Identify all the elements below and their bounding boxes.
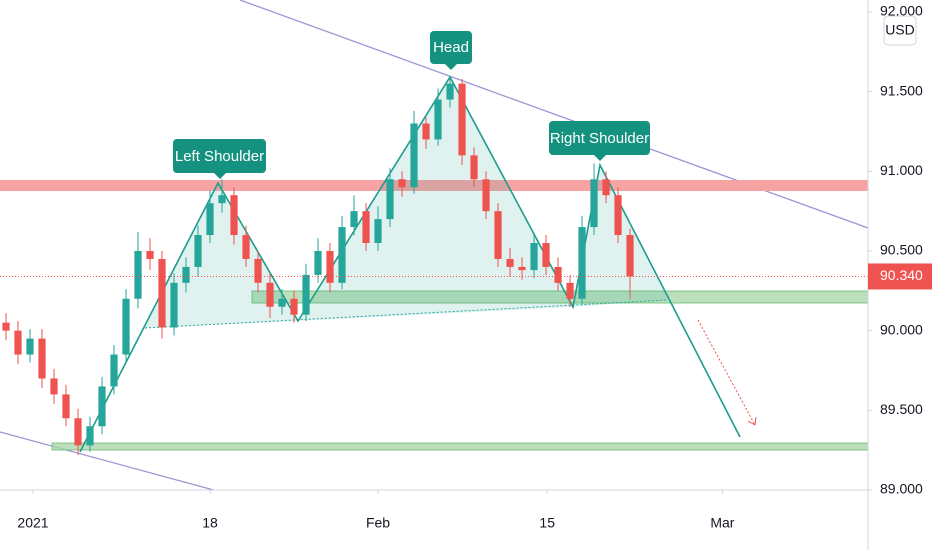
candle-body: [386, 179, 394, 220]
candle-body: [38, 338, 46, 379]
candle-body: [158, 258, 166, 328]
annotation-pointer: [445, 64, 457, 70]
x-tick-label: 15: [539, 515, 555, 531]
candle-body: [98, 386, 106, 427]
candle-body: [26, 338, 34, 355]
candle-body: [62, 394, 70, 419]
candle-body: [302, 274, 310, 315]
annotation-box: [549, 121, 650, 155]
x-tick-label: 18: [202, 515, 218, 531]
candle-body: [74, 418, 82, 446]
candles: [0, 75, 868, 455]
y-tick-label: 92.000: [880, 3, 923, 19]
candle-body: [2, 322, 10, 331]
candle-body: [422, 123, 430, 140]
y-tick-label: 91.000: [880, 162, 923, 178]
resistance-zone: [0, 180, 868, 191]
drawings: [0, 0, 868, 490]
candle-body: [434, 99, 442, 140]
annotation-pointer: [214, 173, 226, 179]
annotation-pointer: [594, 155, 606, 161]
last-price-box: [868, 263, 932, 290]
support-zone: [251, 290, 868, 304]
annotation: Right Shoulder: [550, 130, 649, 147]
candle-body: [506, 258, 514, 267]
candle-body: [542, 243, 550, 267]
candle-body: [50, 378, 58, 395]
neckline: [144, 299, 669, 329]
candle-body: [566, 282, 574, 299]
candle-body: [374, 219, 382, 244]
y-tick-label: 89.000: [880, 481, 923, 497]
target-zone: [51, 442, 868, 451]
pattern-fill: [298, 77, 573, 321]
pattern-fill: [145, 183, 298, 328]
candle-body: [242, 235, 250, 259]
candle-body: [470, 155, 478, 180]
x-tick-label: Feb: [366, 515, 390, 531]
candle-body: [14, 330, 22, 355]
trend-line: [239, 0, 868, 229]
candle-body: [398, 179, 406, 188]
annotation: Left Shoulder: [175, 148, 264, 165]
candle-body: [614, 195, 622, 236]
annotation-box: [173, 139, 266, 173]
candle-body: [494, 211, 502, 259]
arrow-head: [747, 416, 757, 426]
trend-line: [0, 431, 217, 490]
candle-body: [230, 195, 238, 236]
currency: USD: [885, 22, 915, 38]
candle-body: [338, 227, 346, 283]
candle-body: [278, 298, 286, 307]
x-tick-label: 2021: [17, 515, 48, 531]
last-price-label: 90.340: [880, 267, 923, 283]
annotations: Left Shoulder Head Right Shoulder: [173, 31, 650, 179]
candle-body: [122, 298, 130, 355]
candle-body: [482, 179, 490, 212]
candle-body: [146, 250, 154, 259]
currency-badge[interactable]: [883, 15, 917, 46]
candle-body: [170, 282, 178, 328]
candle-body: [110, 354, 118, 387]
y-tick-label: 89.500: [880, 401, 923, 417]
annotation-box: [430, 31, 472, 64]
candle-body: [518, 266, 526, 271]
annotation: Head: [433, 39, 469, 56]
y-tick-label: 90.000: [880, 321, 923, 337]
candle-body: [554, 266, 562, 283]
x-tick-label: Mar: [710, 515, 734, 531]
candle-body: [350, 211, 358, 228]
candle-body: [266, 282, 274, 307]
candle-body: [530, 243, 538, 271]
axes: 89.000 89.500 90.000 90.500 91.000 91.500 92.0…: [17, 3, 932, 531]
candle-body: [218, 195, 226, 204]
candle-body: [314, 250, 322, 275]
candle-body: [194, 235, 202, 267]
candle-body: [254, 258, 262, 283]
candle-body: [590, 179, 598, 228]
candle-body: [86, 426, 94, 446]
candle-body: [206, 203, 214, 236]
y-tick-label: 90.500: [880, 242, 923, 258]
candle-body: [602, 179, 610, 196]
candle-body: [134, 250, 142, 299]
candle-body: [290, 298, 298, 315]
candle-body: [326, 250, 334, 283]
y-tick-label: 91.500: [880, 82, 923, 98]
candle-body: [362, 211, 370, 244]
candle-body: [578, 227, 586, 299]
candle-body: [458, 83, 466, 156]
candle-body: [626, 235, 634, 277]
candle-body: [410, 123, 418, 188]
time-axis: [0, 490, 868, 550]
candle-body: [182, 266, 190, 283]
candle-body: [446, 83, 454, 100]
